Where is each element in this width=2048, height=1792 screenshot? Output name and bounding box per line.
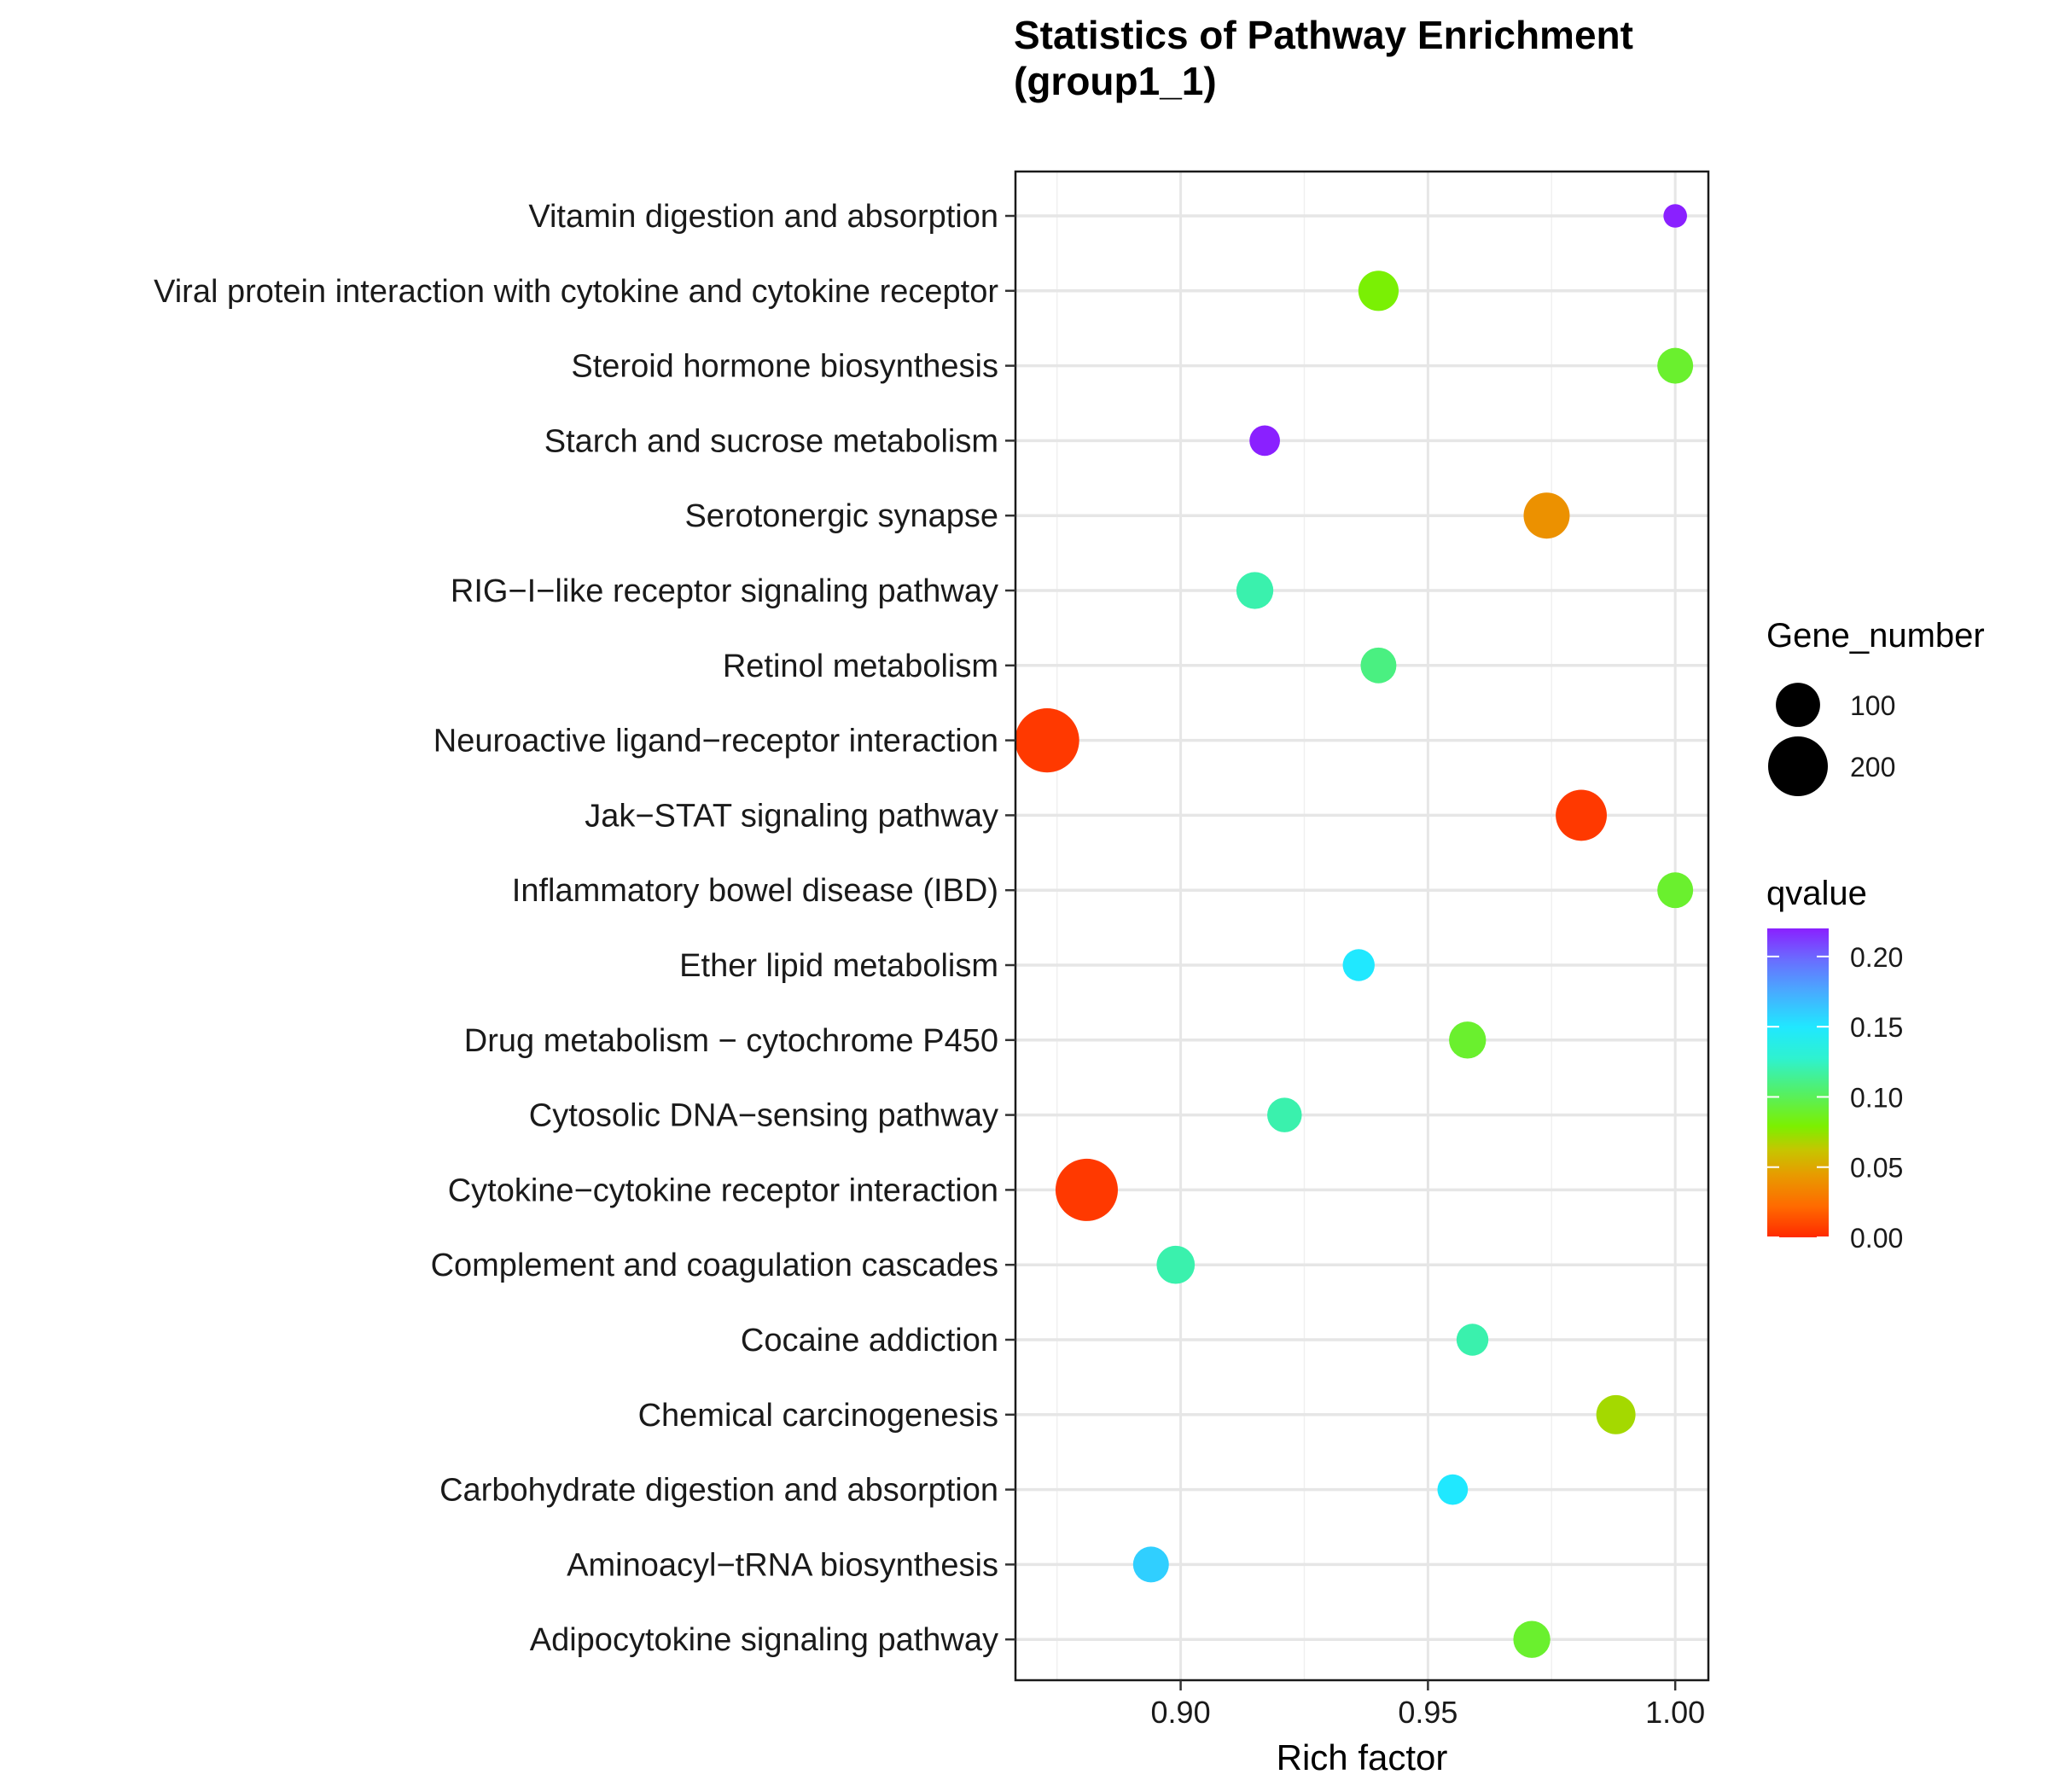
- chart-title-line1: Statistics of Pathway Enrichment: [1014, 13, 1633, 57]
- x-axis: 0.90 0.95 1.00: [1151, 1680, 1705, 1730]
- data-point: [1015, 707, 1079, 773]
- y-tick-label: Ether lipid metabolism: [679, 948, 998, 984]
- chart-title-line2: (group1_1): [1014, 59, 1217, 103]
- x-tick-label: 0.90: [1151, 1695, 1211, 1730]
- y-tick-label: Carbohydrate digestion and absorption: [439, 1473, 998, 1509]
- data-point: [1657, 347, 1694, 384]
- color-legend: qvalue 0.00 0.05 0.10 0.15 0.20: [1766, 875, 1903, 1254]
- color-legend-title: qvalue: [1766, 875, 1867, 912]
- y-tick-label: RIG−I−like receptor signaling pathway: [451, 573, 998, 609]
- data-point: [1657, 872, 1694, 909]
- data-point: [1437, 1474, 1469, 1505]
- size-legend-title: Gene_number: [1766, 617, 1985, 655]
- data-point: [1663, 204, 1687, 228]
- y-tick-label: Viral protein interaction with cytokine …: [154, 274, 998, 310]
- y-tick-label: Serotonergic synapse: [684, 498, 998, 534]
- y-tick-label: Steroid hormone biosynthesis: [571, 349, 998, 385]
- y-tick-label: Complement and coagulation cascades: [431, 1248, 998, 1283]
- data-point: [1513, 1620, 1551, 1658]
- size-legend-entries: 100 200: [1768, 683, 1895, 796]
- data-point: [1596, 1394, 1636, 1434]
- plot-panel: [1014, 170, 1710, 1682]
- y-tick-label: Cytosolic DNA−sensing pathway: [529, 1098, 998, 1134]
- x-tick-label: 0.95: [1398, 1695, 1457, 1730]
- x-axis-title: Rich factor: [1277, 1737, 1448, 1777]
- data-point: [1249, 425, 1280, 457]
- color-legend-label: 0.05: [1850, 1153, 1903, 1184]
- data-point: [1267, 1097, 1302, 1132]
- y-tick-label: Vitamin digestion and absorption: [528, 199, 998, 235]
- color-legend-label: 0.00: [1850, 1223, 1903, 1254]
- size-legend-key: [1776, 683, 1820, 727]
- size-legend-key: [1768, 736, 1828, 796]
- data-point: [1556, 789, 1607, 841]
- y-tick-label: Starch and sucrose metabolism: [544, 423, 998, 459]
- color-legend-bar: [1767, 928, 1829, 1237]
- data-point: [1236, 572, 1274, 609]
- size-legend-label: 200: [1850, 752, 1895, 783]
- data-point: [1156, 1245, 1196, 1284]
- y-tick-label: Cytokine−cytokine receptor interaction: [448, 1172, 998, 1208]
- data-point: [1132, 1546, 1169, 1583]
- y-tick-label: Neuroactive ligand−receptor interaction: [433, 724, 998, 759]
- y-tick-label: Aminoacyl−tRNA biosynthesis: [567, 1547, 998, 1583]
- size-legend: Gene_number 100 200: [1766, 617, 1985, 796]
- y-tick-label: Jak−STAT signaling pathway: [585, 798, 998, 834]
- y-tick-label: Drug metabolism − cytochrome P450: [464, 1023, 998, 1059]
- color-legend-label: 0.20: [1850, 942, 1903, 973]
- color-legend-label: 0.15: [1850, 1012, 1903, 1043]
- data-point: [1358, 271, 1399, 311]
- color-legend-ticks: 0.00 0.05 0.10 0.15 0.20: [1767, 942, 1903, 1254]
- y-tick-label: Retinol metabolism: [723, 649, 998, 684]
- data-point: [1523, 492, 1570, 539]
- y-tick-label: Chemical carcinogenesis: [638, 1398, 998, 1434]
- plot-background: [1015, 172, 1708, 1680]
- data-point: [1055, 1158, 1118, 1221]
- y-tick-label: Adipocytokine signaling pathway: [530, 1622, 998, 1658]
- data-point: [1360, 647, 1397, 684]
- size-legend-label: 100: [1850, 690, 1895, 721]
- x-tick-label: 1.00: [1645, 1695, 1705, 1730]
- y-tick-label: Cocaine addiction: [741, 1323, 998, 1359]
- y-tick-label: Inflammatory bowel disease (IBD): [512, 873, 998, 909]
- plot-border: [1014, 170, 1710, 1682]
- color-legend-label: 0.10: [1850, 1082, 1903, 1113]
- chart-title: Statistics of Pathway Enrichment (group1…: [1014, 13, 1633, 103]
- data-point: [1449, 1021, 1487, 1059]
- data-point: [1456, 1324, 1489, 1356]
- data-point: [1342, 949, 1375, 981]
- data-points: [1015, 204, 1694, 1658]
- y-axis: Vitamin digestion and absorption Viral pr…: [154, 199, 1015, 1658]
